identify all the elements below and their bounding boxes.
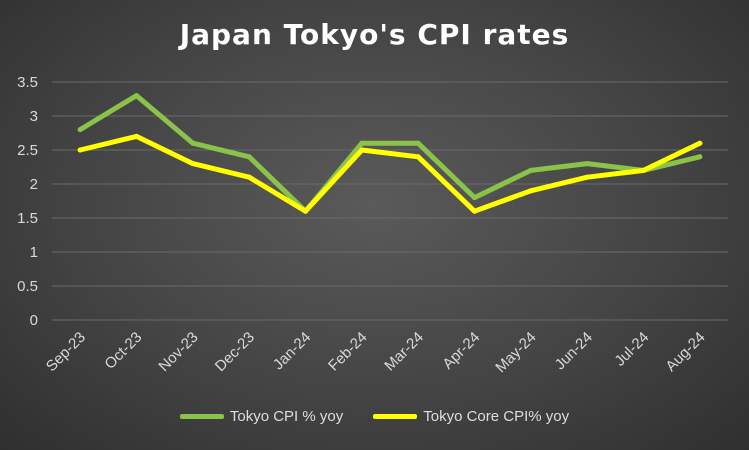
y-tick-label: 0 — [30, 312, 38, 329]
x-tick-label: May-24 — [492, 329, 539, 376]
legend-label-tokyo-core-cpi: Tokyo Core CPI% yoy — [423, 408, 570, 425]
data-point — [359, 147, 365, 153]
data-point — [584, 161, 590, 167]
data-point — [641, 167, 646, 173]
data-point — [246, 154, 252, 160]
x-axis-ticks: Sep-23 Oct-23 Nov-23 Dec-23 Jan-24 Feb-24 Mar-… — [43, 329, 709, 376]
data-point — [134, 133, 139, 139]
x-tick-label: Feb-24 — [325, 329, 371, 375]
data-point — [359, 140, 365, 146]
data-point — [472, 208, 477, 214]
data-point — [303, 208, 308, 214]
y-tick-label: 3 — [30, 108, 38, 125]
series-lines — [77, 93, 703, 214]
y-tick-label: 1 — [30, 244, 38, 261]
x-tick-label: Aug-24 — [662, 329, 708, 375]
legend-swatch-tokyo-core-cpi — [373, 414, 418, 419]
chart-title: Japan Tokyo's CPI rates — [179, 18, 570, 51]
legend-label-tokyo-cpi: Tokyo CPI % yoy — [229, 408, 344, 425]
y-tick-label: 0.5 — [17, 278, 38, 295]
x-tick-label: Apr-24 — [439, 329, 483, 373]
y-tick-label: 3.5 — [17, 74, 38, 91]
data-point — [190, 161, 196, 167]
y-axis-ticks: 0 0.5 1 1.5 2 2.5 3 3.5 — [17, 74, 38, 329]
x-tick-label: Nov-23 — [155, 329, 201, 375]
legend-item-tokyo-cpi: Tokyo CPI % yoy — [179, 408, 344, 425]
y-tick-label: 1.5 — [17, 210, 38, 227]
data-point — [190, 140, 196, 146]
legend-swatch-tokyo-cpi — [179, 414, 224, 419]
data-point — [415, 154, 421, 160]
x-tick-label: Jul-24 — [611, 329, 652, 370]
data-point — [697, 154, 703, 160]
y-tick-label: 2 — [30, 176, 38, 193]
x-tick-label: Mar-24 — [381, 329, 427, 375]
x-tick-label: Sep-23 — [43, 329, 89, 375]
data-point — [246, 174, 252, 180]
data-point — [77, 127, 83, 133]
data-point — [528, 188, 534, 194]
data-point — [584, 174, 590, 180]
y-tick-label: 2.5 — [17, 142, 38, 159]
x-tick-label: Jan-24 — [270, 329, 314, 373]
data-point — [528, 167, 534, 173]
data-point — [77, 147, 83, 153]
series-line-1 — [77, 133, 703, 214]
data-point — [697, 140, 703, 146]
data-point — [134, 93, 139, 99]
legend-item-tokyo-core-cpi: Tokyo Core CPI% yoy — [373, 408, 569, 425]
data-point — [472, 195, 477, 201]
x-tick-label: Jun-24 — [552, 329, 596, 373]
x-tick-label: Oct-23 — [101, 329, 145, 373]
legend: Tokyo CPI % yoy Tokyo Core CPI% yoy — [0, 408, 749, 425]
series-line-0 — [77, 93, 703, 214]
gridlines — [52, 81, 728, 321]
x-tick-label: Dec-23 — [212, 329, 258, 375]
data-point — [415, 140, 421, 146]
